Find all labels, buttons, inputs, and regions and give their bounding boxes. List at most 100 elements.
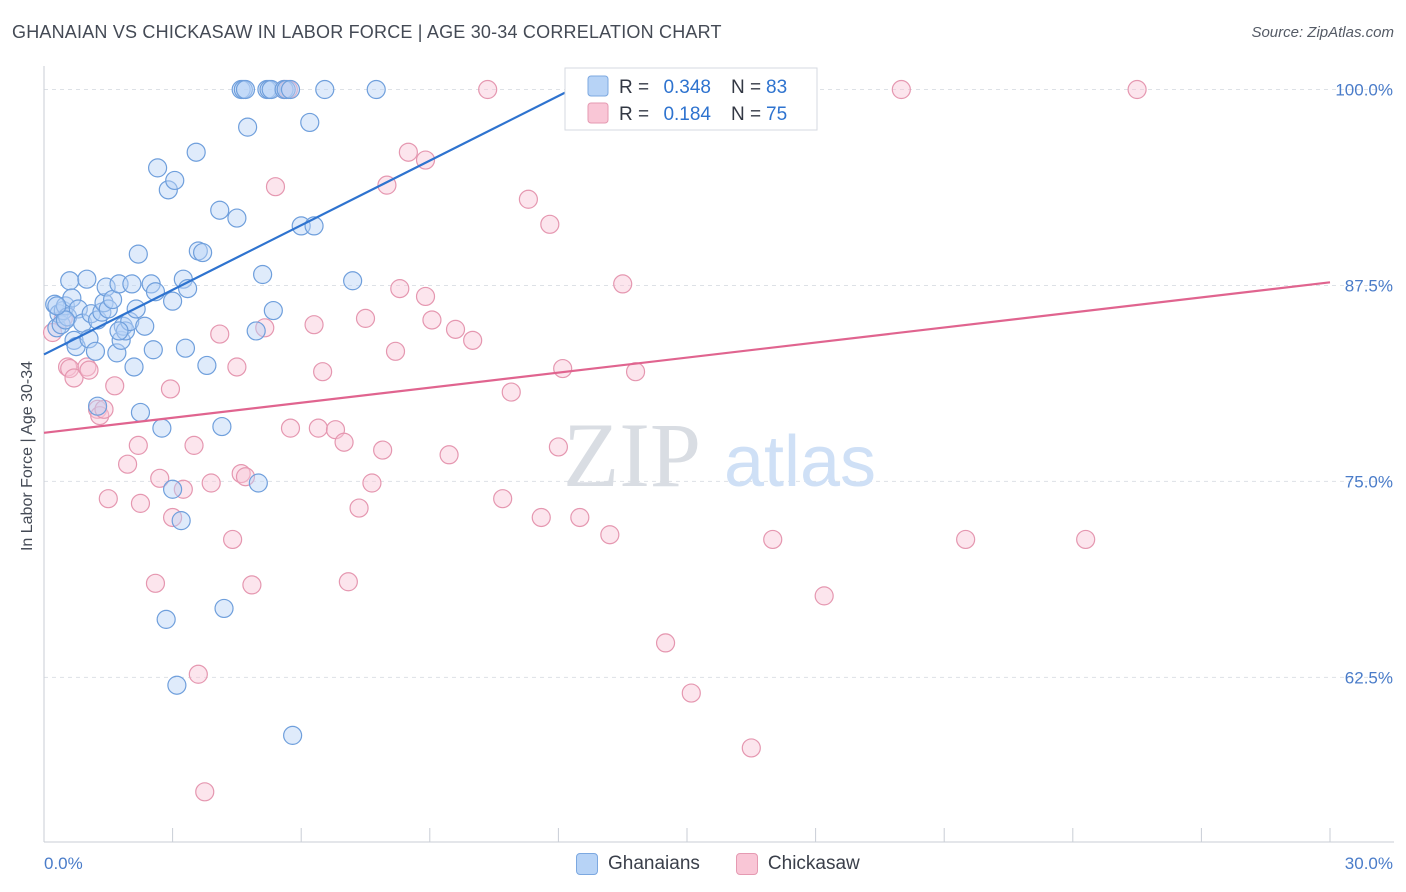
chickasaw-swatch: [735, 853, 758, 875]
ghanaian-point: [315, 79, 335, 100]
chickasaw-point: [227, 357, 247, 377]
chickasaw-point: [64, 368, 84, 388]
chickasaw-point: [223, 529, 243, 550]
chickasaw-label: Chickasaw: [767, 853, 860, 874]
ghanaian-point: [147, 158, 168, 178]
chickasaw-point: [398, 142, 418, 162]
ghanaian-point: [109, 321, 129, 341]
ghanaian-point: [77, 269, 97, 289]
watermark-atlas: atlas: [724, 422, 876, 502]
y-axis-title: In Labor Force | Age 30-34: [19, 360, 36, 552]
ghanaian-point: [248, 473, 268, 493]
chickasaw-point: [334, 432, 354, 452]
chickasaw-trendline: [43, 281, 1331, 434]
chickasaw-point: [956, 529, 976, 550]
bottom-legend: Ghanaians Chickasaw: [576, 852, 886, 876]
chickasaw-point: [463, 330, 483, 350]
chickasaw-point: [201, 473, 221, 493]
ghanaians-label: Ghanaians: [608, 853, 700, 874]
chickasaw-point: [184, 435, 204, 455]
ghanaian-point: [128, 244, 148, 264]
chickasaw-point: [304, 315, 324, 335]
ghanaian-point: [158, 180, 178, 200]
chickasaw-point: [313, 362, 333, 382]
chickasaw-point: [242, 575, 262, 595]
ghanaian-point: [55, 310, 76, 330]
ghanaian-point: [197, 355, 217, 376]
chickasaw-point: [553, 358, 573, 379]
chickasaw-point: [613, 274, 633, 294]
chickasaw-point: [540, 214, 560, 234]
ghanaian-point: [163, 291, 183, 311]
ghanaians-swatch: [576, 853, 598, 875]
chickasaw-point: [60, 358, 80, 379]
chickasaw-point: [130, 493, 151, 513]
x-tick-label-min: 0.0%: [44, 854, 83, 873]
ghanaian-point: [263, 300, 283, 321]
chickasaw-point: [531, 507, 551, 528]
watermark-zip: ZIP: [563, 404, 701, 506]
ghanaian-point: [227, 208, 247, 228]
ghanaian-point: [85, 341, 106, 361]
chickasaw-point: [445, 319, 466, 339]
chickasaw-point: [280, 418, 301, 438]
legend-n-label: N =: [731, 104, 761, 125]
ghanaian-point: [210, 200, 230, 220]
chickasaw-point: [741, 738, 761, 758]
ghanaian-point: [143, 340, 163, 360]
y-tick-label: 100.0%: [1335, 81, 1393, 100]
chickasaw-point: [145, 573, 166, 593]
legend-r-label: R =: [619, 104, 649, 125]
ghanaian-point: [165, 170, 185, 191]
chickasaw-point: [415, 286, 436, 307]
chickasaw-point: [79, 360, 99, 380]
trendlines: [43, 88, 1331, 434]
ghanaian-point: [186, 142, 206, 162]
chickasaw-point: [681, 683, 701, 703]
chickasaw-point: [338, 572, 358, 592]
chickasaw-point: [501, 382, 521, 402]
legend-r-value: 0.184: [663, 104, 711, 125]
ghanaian-point: [283, 725, 303, 745]
chickasaw-point: [77, 357, 97, 377]
chickasaw-point: [195, 782, 215, 802]
chickasaw-point: [355, 308, 376, 328]
chickasaw-point: [1127, 79, 1147, 100]
ghanaian-point: [366, 79, 386, 100]
legend-swatch-ghanaians: [587, 75, 609, 97]
chickasaw-point: [385, 341, 406, 361]
legend-r-label: R =: [619, 77, 649, 98]
chickasaw-point: [150, 468, 170, 488]
legend-swatch-chickasaw: [587, 102, 609, 124]
chickasaw-point: [600, 525, 620, 545]
chickasaw-point: [308, 418, 328, 438]
correlation-legend: R = 0.348 N = 83 R = 0.184 N = 75: [564, 67, 818, 131]
chickasaw-point: [422, 310, 442, 330]
chickasaw-point: [373, 440, 393, 460]
chickasaw-point: [117, 454, 138, 474]
chart-title: GHANAIAN VS CHICKASAW IN LABOR FORCE | A…: [12, 22, 722, 42]
legend-n-value: 75: [766, 104, 787, 125]
chickasaw-point: [1076, 529, 1096, 550]
ghanaian-point: [253, 264, 273, 285]
source-label: Source: ZipAtlas.com: [1251, 24, 1394, 41]
ghanaian-points: [45, 79, 386, 745]
ghanaian-point: [238, 117, 258, 137]
ghanaian-point: [115, 321, 136, 341]
chickasaw-point: [128, 435, 148, 455]
ghanaian-point: [246, 321, 266, 341]
chickasaw-point: [98, 489, 118, 509]
ghanaian-point: [235, 79, 256, 100]
ghanaian-point: [171, 511, 191, 531]
chickasaw-point: [478, 79, 498, 100]
ghanaian-point: [98, 299, 118, 319]
ghanaian-trendline: [43, 88, 572, 356]
chickasaw-point: [173, 479, 193, 499]
chickasaw-point: [518, 189, 538, 209]
legend-item-ghanaians: Ghanaians: [576, 853, 700, 875]
ghanaian-point: [175, 338, 196, 358]
ghanaian-point: [60, 271, 80, 291]
chickasaw-point: [655, 633, 676, 653]
ghanaian-point: [47, 296, 67, 316]
chickasaw-point: [439, 445, 459, 465]
